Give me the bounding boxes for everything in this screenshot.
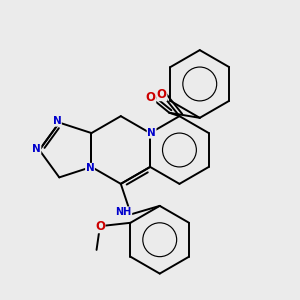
Text: N: N bbox=[147, 128, 156, 138]
Text: N: N bbox=[52, 116, 61, 126]
Text: N: N bbox=[32, 143, 41, 154]
Text: N: N bbox=[85, 164, 94, 173]
Text: NH: NH bbox=[116, 207, 132, 217]
Text: O: O bbox=[157, 88, 167, 100]
Text: O: O bbox=[146, 91, 156, 104]
Text: O: O bbox=[95, 220, 105, 233]
